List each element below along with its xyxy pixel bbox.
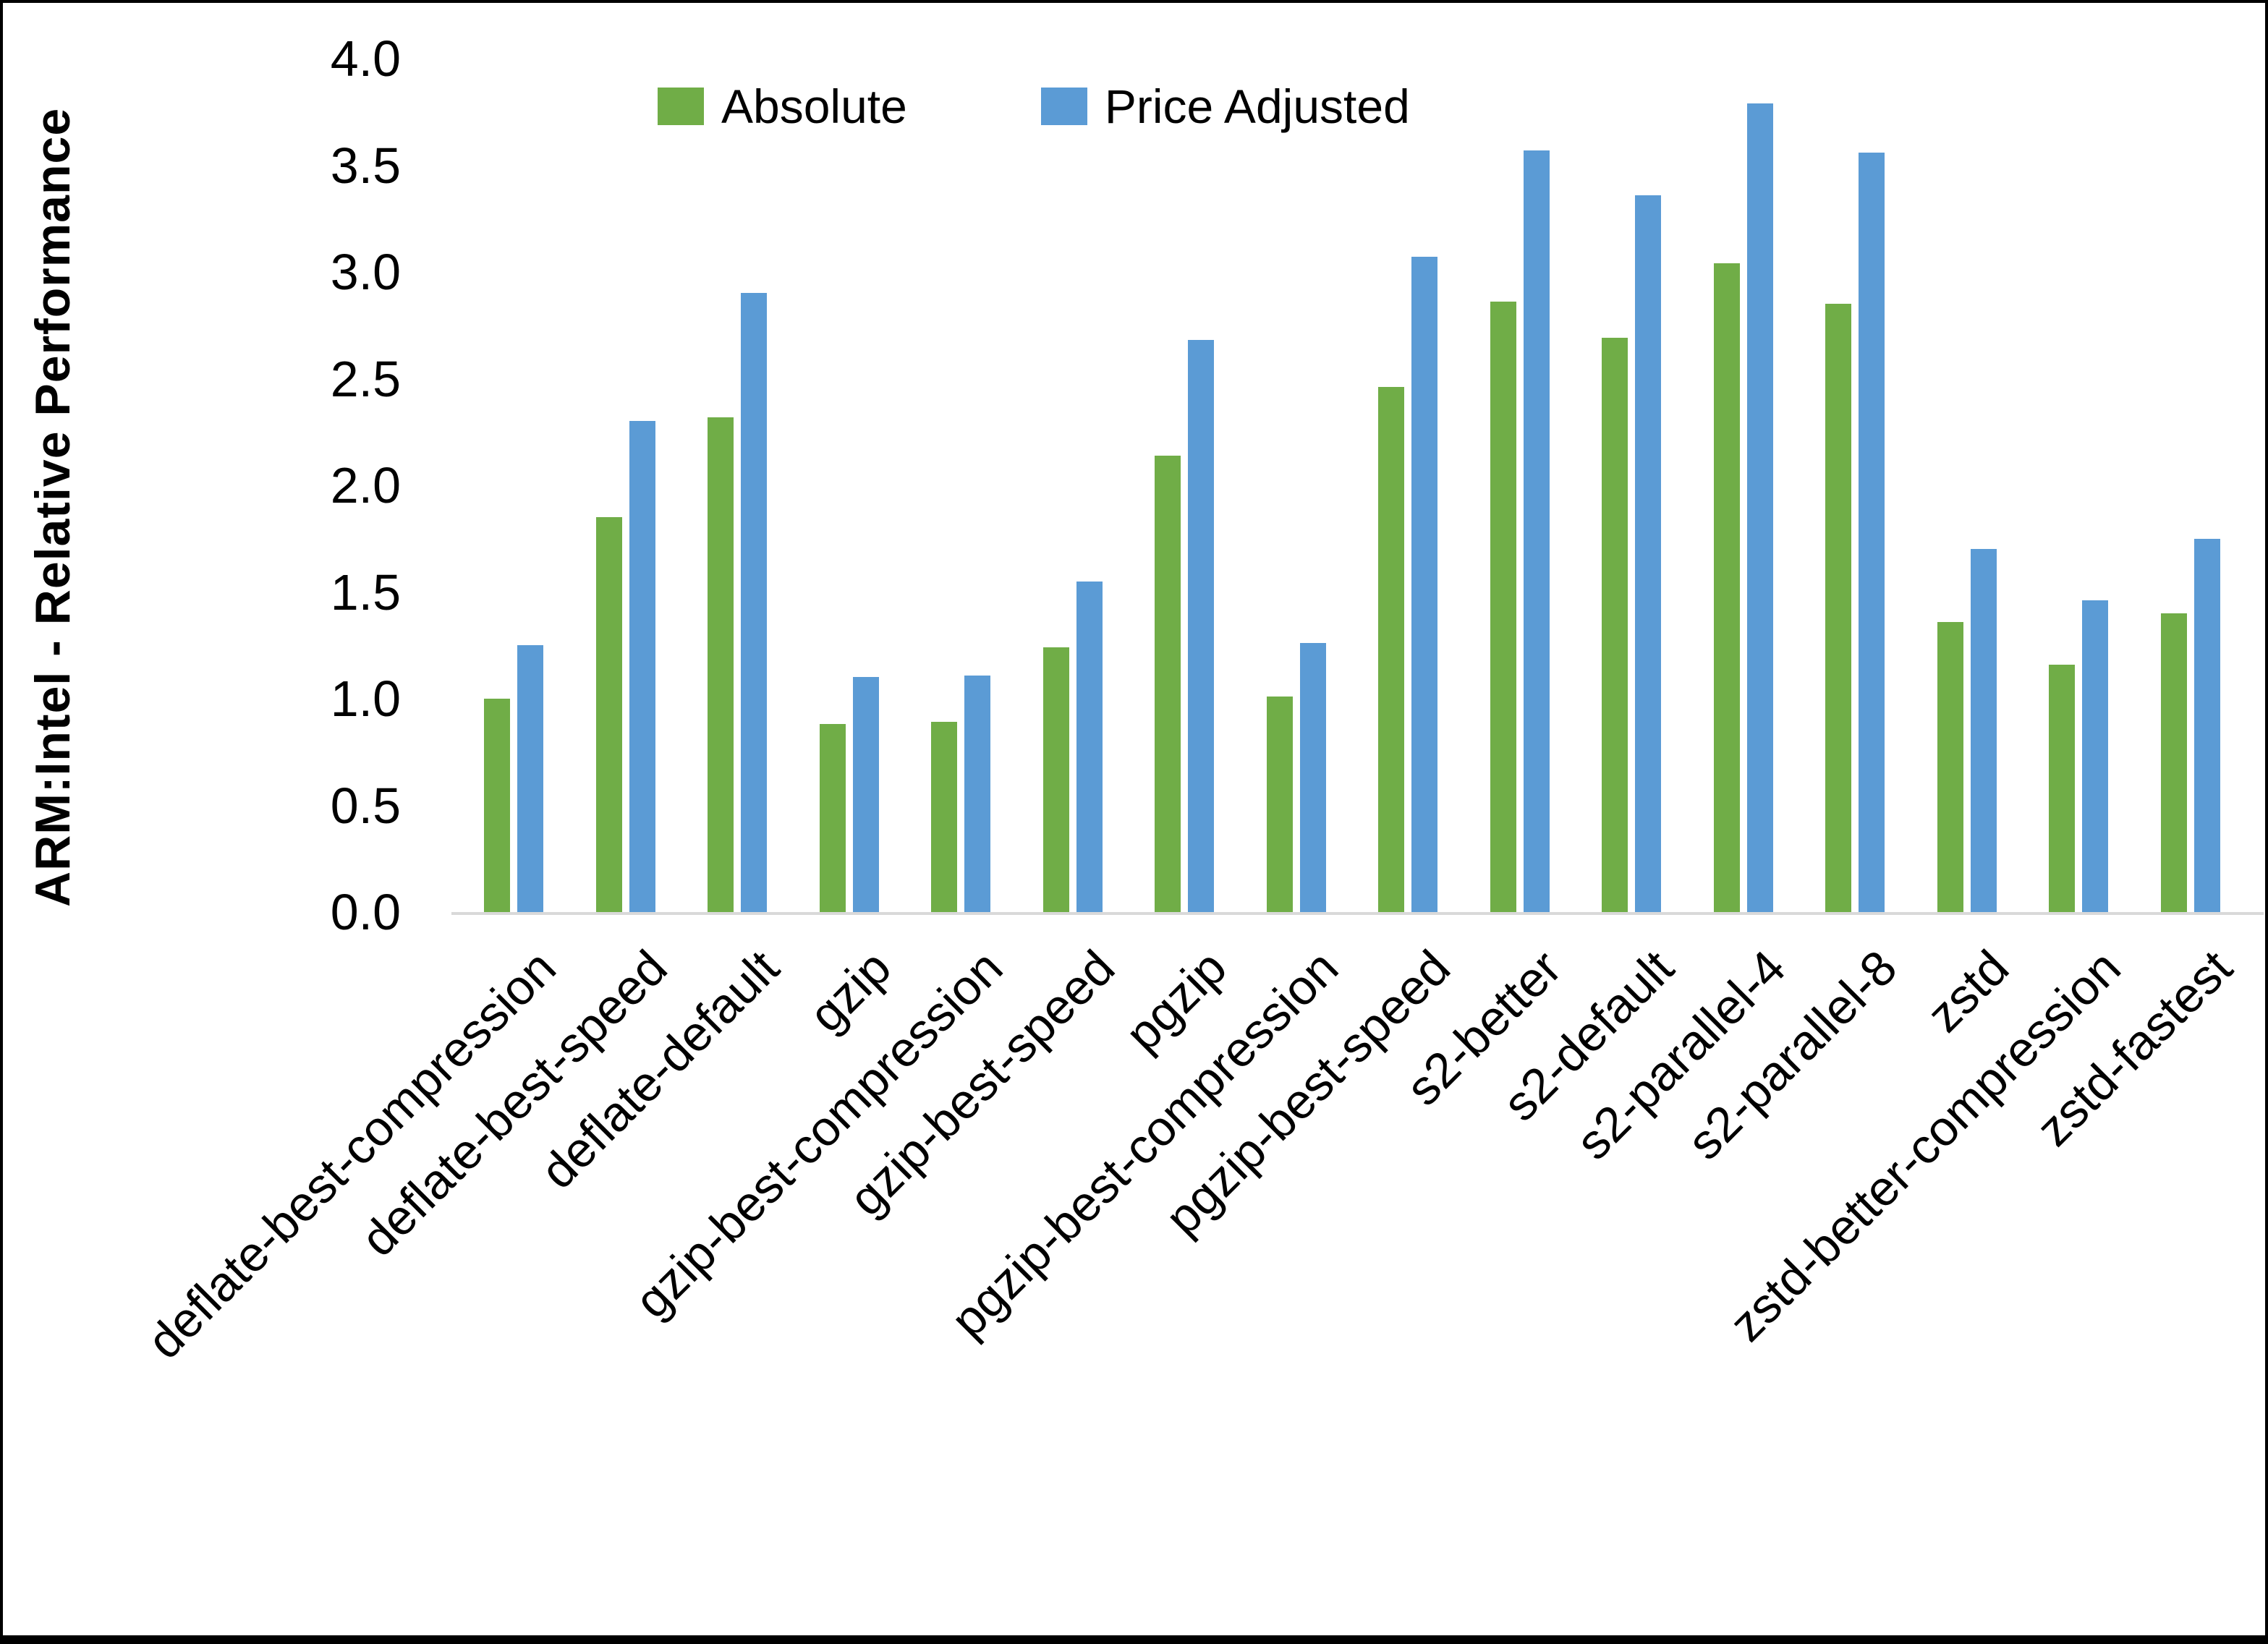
y-tick-3.5: 3.5 bbox=[330, 137, 401, 194]
bar-price-adjusted-pgzip-best-speed bbox=[1411, 257, 1438, 912]
bar-absolute-gzip-best-speed bbox=[1042, 647, 1069, 912]
bar-absolute-s2-parallel-8 bbox=[1825, 304, 1852, 912]
bar-absolute-deflate-best-speed bbox=[595, 517, 622, 912]
bar-price-adjusted-s2-better bbox=[1523, 150, 1550, 912]
bar-price-adjusted-gzip-best-speed bbox=[1076, 582, 1103, 912]
y-tick-1.0: 1.0 bbox=[330, 670, 401, 727]
bar-price-adjusted-deflate-best-speed bbox=[629, 421, 655, 912]
legend-label-absolute: Absolute bbox=[721, 80, 907, 133]
bar-price-adjusted-gzip bbox=[852, 677, 879, 912]
bar-price-adjusted-zstd-better-compression bbox=[2082, 600, 2109, 912]
x-label-gzip: gzip bbox=[799, 940, 902, 1043]
bar-absolute-deflate-default bbox=[708, 417, 734, 912]
bar-absolute-s2-default bbox=[1602, 338, 1628, 912]
bar-price-adjusted-deflate-default bbox=[741, 293, 768, 912]
bar-price-adjusted-s2-default bbox=[1635, 195, 1662, 912]
legend: Absolute Price Adjusted bbox=[658, 79, 1410, 134]
legend-item-absolute: Absolute bbox=[658, 79, 907, 134]
y-tick-3.0: 3.0 bbox=[330, 244, 401, 300]
y-tick-2.5: 2.5 bbox=[330, 350, 401, 407]
legend-item-price-adjusted: Price Adjusted bbox=[1040, 79, 1410, 134]
bar-absolute-zstd-fastest bbox=[2160, 613, 2187, 912]
bar-absolute-deflate-best-compression bbox=[484, 699, 511, 912]
bar-price-adjusted-s2-parallel-8 bbox=[1859, 153, 1885, 912]
y-tick-0.5: 0.5 bbox=[330, 777, 401, 834]
bar-price-adjusted-zstd-fastest bbox=[2193, 539, 2220, 912]
legend-swatch-absolute-icon bbox=[658, 88, 704, 125]
x-axis-line bbox=[451, 912, 2264, 915]
bar-absolute-pgzip-best-speed bbox=[1378, 387, 1405, 912]
bar-price-adjusted-pgzip bbox=[1188, 340, 1215, 912]
bar-absolute-gzip-best-compression bbox=[931, 722, 958, 912]
legend-swatch-price-adjusted-icon bbox=[1040, 88, 1087, 125]
bar-absolute-zstd bbox=[1937, 622, 1963, 912]
bar-absolute-pgzip bbox=[1155, 456, 1181, 912]
legend-label-price-adjusted: Price Adjusted bbox=[1104, 80, 1410, 133]
bar-price-adjusted-pgzip-best-compression bbox=[1299, 643, 1326, 912]
bar-absolute-pgzip-best-compression bbox=[1266, 697, 1293, 912]
bar-absolute-s2-better bbox=[1490, 302, 1516, 912]
bar-price-adjusted-zstd bbox=[1970, 549, 1997, 912]
bar-price-adjusted-gzip-best-compression bbox=[964, 676, 991, 912]
y-tick-1.5: 1.5 bbox=[330, 563, 401, 621]
y-axis-title: ARM:Intel - Relative Performance bbox=[25, 107, 80, 907]
bar-price-adjusted-deflate-best-compression bbox=[517, 645, 544, 912]
y-tick-2.0: 2.0 bbox=[330, 457, 401, 514]
y-tick-0.0: 0.0 bbox=[330, 884, 401, 940]
bar-price-adjusted-s2-parallel-4 bbox=[1746, 103, 1773, 912]
bar-absolute-s2-parallel-4 bbox=[1713, 263, 1740, 912]
bar-absolute-zstd-better-compression bbox=[2049, 665, 2076, 912]
bar-absolute-gzip bbox=[819, 724, 846, 912]
y-tick-4.0: 4.0 bbox=[330, 30, 401, 87]
x-label-zstd: zstd bbox=[1916, 940, 2020, 1043]
